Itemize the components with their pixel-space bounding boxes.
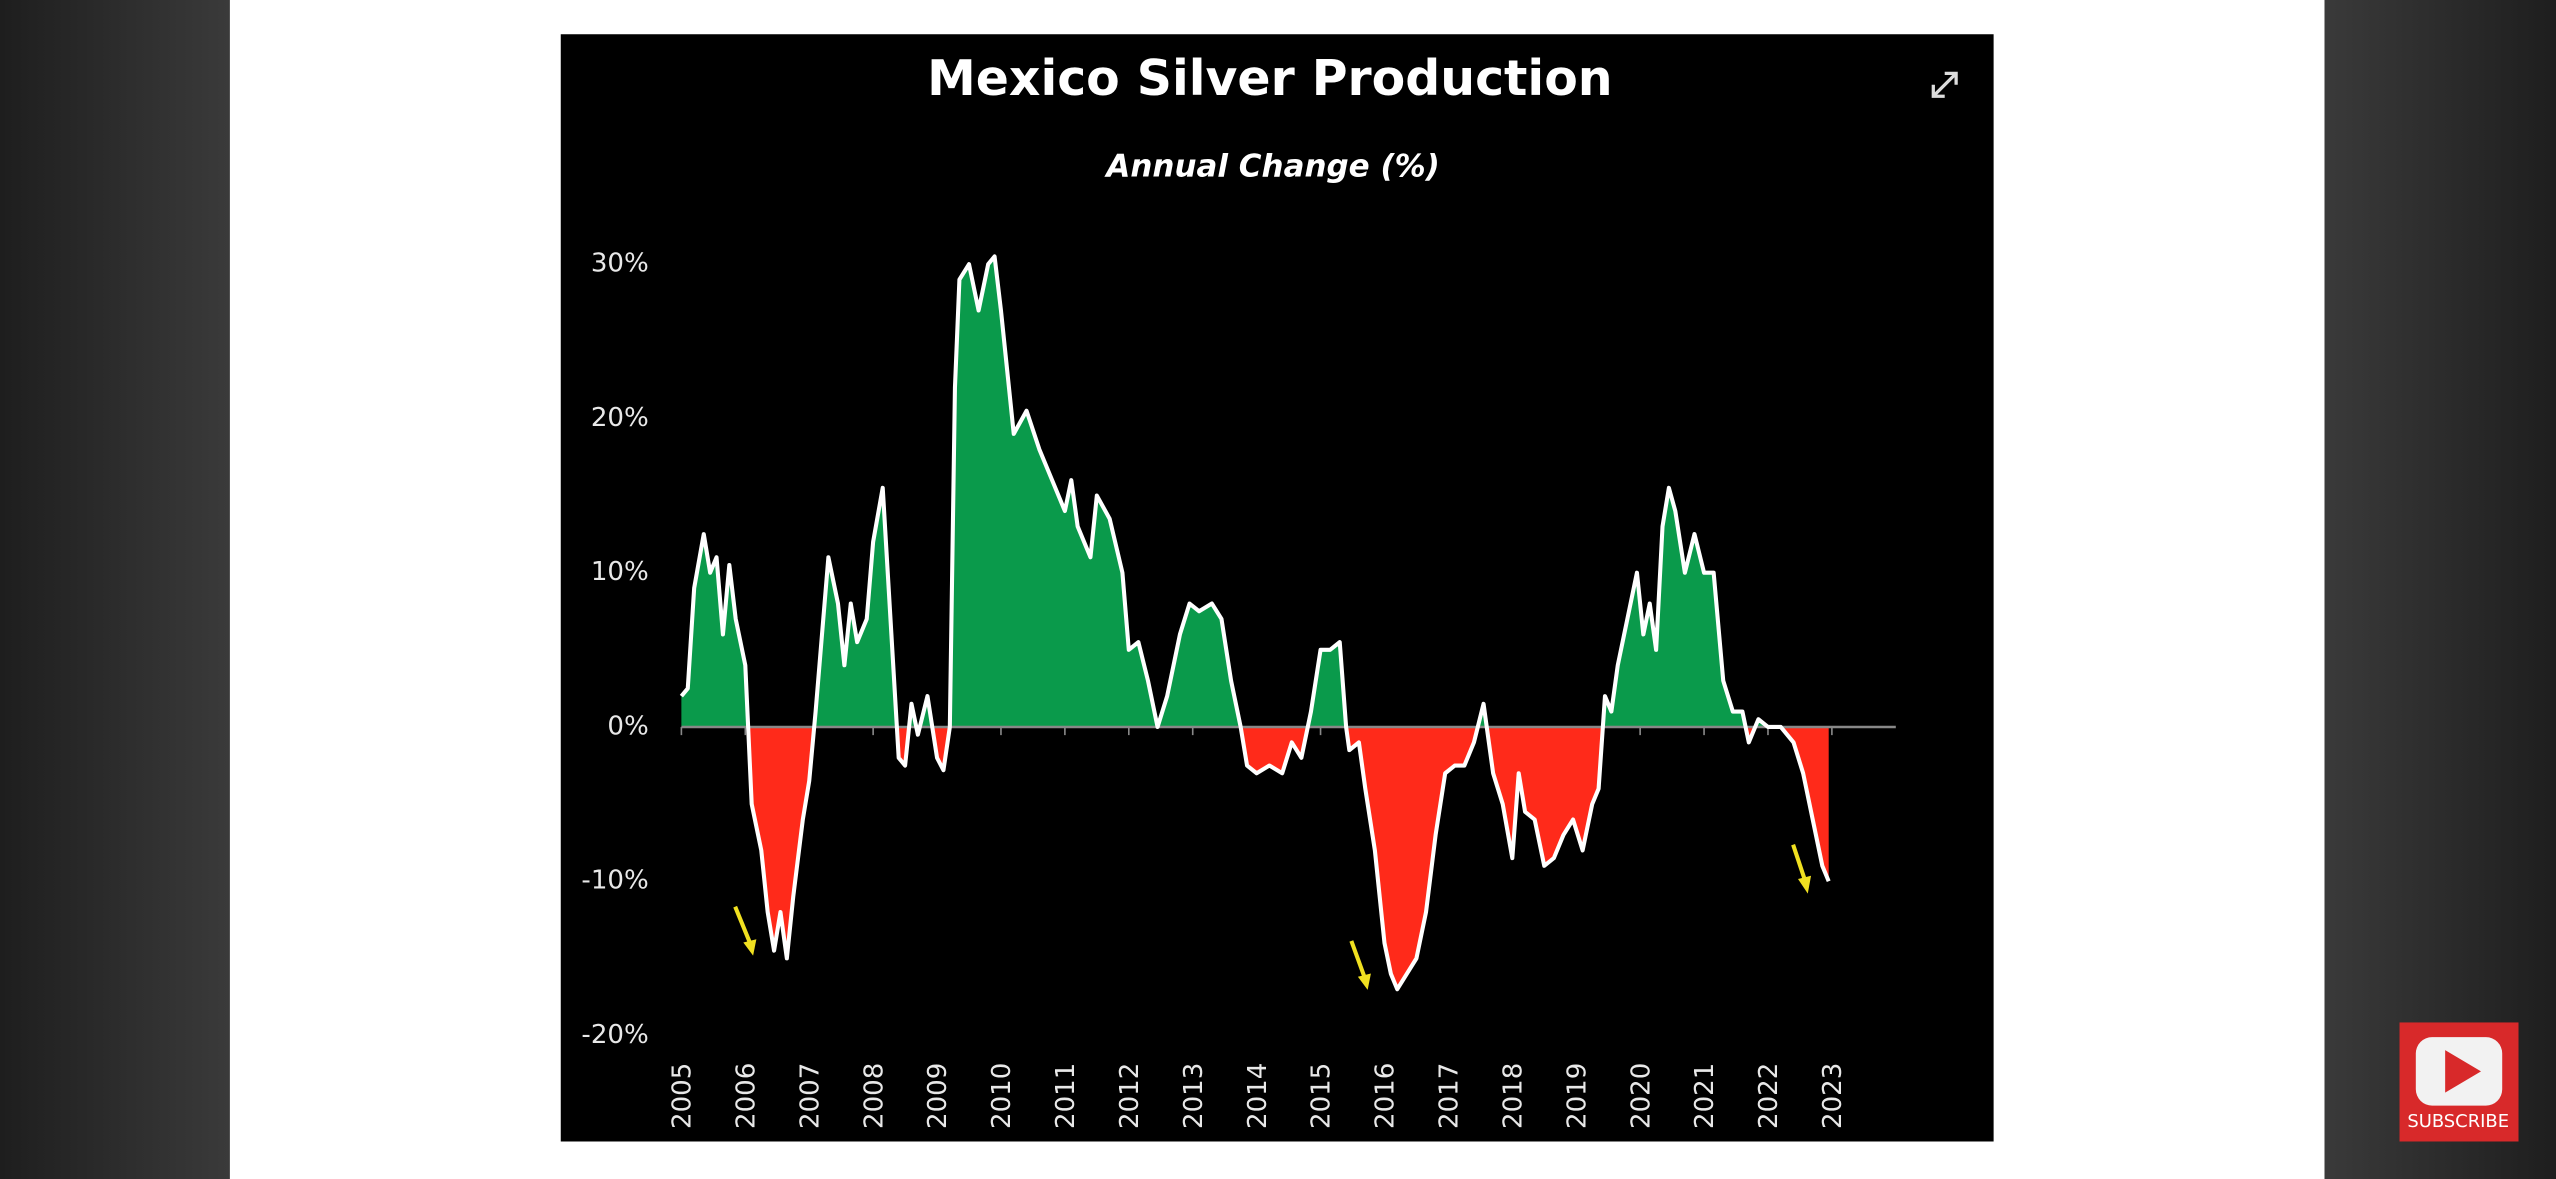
y-tick-label: 30% [591,249,649,279]
x-tick-label: 2008 [859,1063,889,1129]
expand-icon[interactable] [1931,71,1958,98]
y-tick-label: 10% [591,557,649,587]
x-tick-label: 2014 [1243,1063,1273,1129]
x-tick-label: 2023 [1818,1063,1848,1129]
y-tick-label: -20% [581,1020,648,1050]
x-tick-label: 2006 [731,1063,761,1129]
x-tick-label: 2010 [987,1063,1017,1129]
x-tick-label: 2019 [1562,1063,1592,1129]
x-tick-label: 2005 [668,1063,698,1129]
x-tick-label: 2020 [1626,1063,1656,1129]
x-tick-label: 2022 [1754,1063,1784,1129]
y-tick-label: 20% [591,403,649,433]
subscribe-label[interactable]: SUBSCRIBE [2407,1111,2509,1132]
x-tick-label: 2011 [1051,1063,1081,1129]
chart: -20% -10% 0% 10% 20% 30% 2005 2006 2007 2008 2009 2… [581,249,1896,1129]
y-tick-label: -10% [581,866,648,896]
x-tick-label: 2012 [1115,1063,1145,1129]
series-line [679,254,1831,992]
chart-subtitle: Annual Change (%) [1103,148,1439,184]
x-tick-label: 2018 [1498,1063,1528,1129]
x-tick-label: 2013 [1179,1063,1209,1129]
annotation-arrows [733,844,1812,990]
side-panel [2324,0,2556,1179]
x-tick-label: 2016 [1371,1063,1401,1129]
y-tick-label: 0% [607,711,648,741]
side-panel [0,0,230,1179]
x-tick-label: 2009 [923,1063,953,1129]
x-tick-label: 2021 [1690,1063,1720,1129]
x-tick-label: 2015 [1307,1063,1337,1129]
chart-title: Mexico Silver Production [927,50,1613,107]
negative-area [681,726,1829,990]
x-tick-label: 2017 [1435,1063,1465,1129]
x-tick-label: 2007 [795,1063,825,1129]
subscribe-button[interactable]: SUBSCRIBE [2399,1022,2519,1142]
chart-background [560,34,1994,1142]
